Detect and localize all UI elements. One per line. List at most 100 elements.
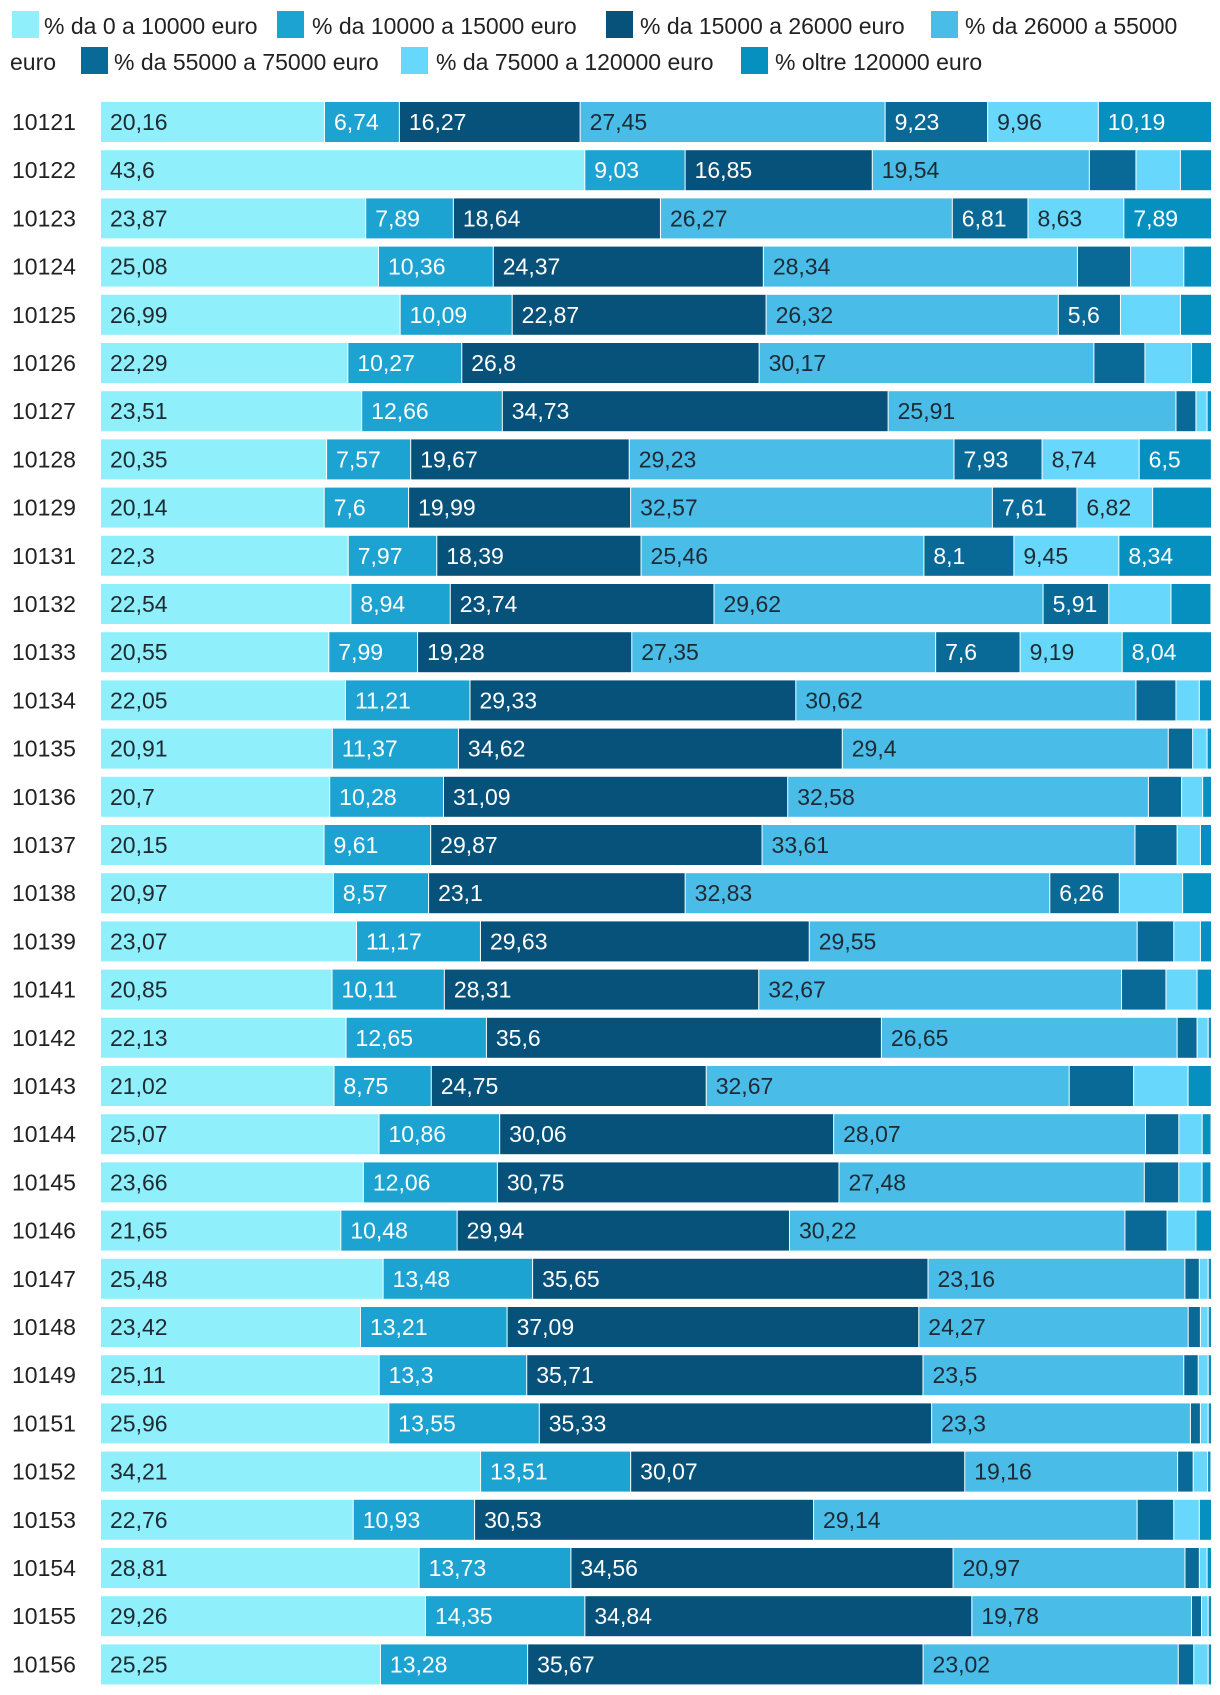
data-label: 19,54 xyxy=(882,157,940,183)
bar-segment xyxy=(533,1258,928,1299)
bar-segment xyxy=(101,1258,383,1299)
data-label: 43,6 xyxy=(110,157,155,183)
data-label: 34,62 xyxy=(468,736,526,762)
bar-segment xyxy=(101,1403,389,1444)
bar-segment xyxy=(379,1114,500,1155)
data-label: 23,5 xyxy=(932,1362,977,1388)
legend-swatch-pct-da-0-a-10000-euro xyxy=(12,11,39,38)
bar-segment xyxy=(502,391,888,432)
data-label: 22,13 xyxy=(110,1025,168,1051)
category-label: 10139 xyxy=(12,928,76,954)
bar-segment xyxy=(1176,391,1196,432)
bar-segment xyxy=(101,343,348,383)
bar-segment xyxy=(486,1017,881,1058)
data-label: 20,97 xyxy=(110,880,168,906)
bar-segment xyxy=(101,825,324,865)
bar-segment xyxy=(1208,1017,1211,1058)
bar-segment xyxy=(1184,246,1211,287)
bar-segment xyxy=(1199,680,1211,721)
bar-segment xyxy=(1200,825,1211,865)
data-label: 29,63 xyxy=(490,928,548,954)
bar-segment xyxy=(360,1307,507,1347)
legend-swatch-pct-da-55000-a-75000-euro xyxy=(81,47,108,74)
bar-segment xyxy=(101,1644,380,1685)
category-label: 10131 xyxy=(12,543,76,569)
bar-row-10149: 10149 25,11 13,3 35,71 23,5 xyxy=(12,1355,1211,1396)
bar-segment xyxy=(101,246,378,287)
bar-segment xyxy=(480,921,809,962)
bar-segment xyxy=(919,1307,1188,1347)
data-label: 29,62 xyxy=(723,591,781,617)
data-label: 13,55 xyxy=(398,1410,456,1436)
data-label: 33,61 xyxy=(772,832,830,858)
data-label: 18,39 xyxy=(446,543,504,569)
bar-segment xyxy=(1185,1258,1199,1299)
data-label: 20,14 xyxy=(110,495,168,521)
data-label: 29,26 xyxy=(110,1603,168,1629)
category-label: 10142 xyxy=(12,1025,76,1051)
bar-segment xyxy=(101,584,351,624)
legend-swatch-pct-da-15000-a-26000-euro xyxy=(606,11,633,38)
bar-row-10148: 10148 23,42 13,21 37,09 24,27 xyxy=(12,1307,1211,1347)
bar-segment xyxy=(425,1596,585,1637)
data-label: 8,63 xyxy=(1037,205,1082,231)
data-label: 9,03 xyxy=(594,157,639,183)
bar-segment xyxy=(500,1114,834,1155)
bar-segment xyxy=(1183,873,1211,914)
data-label: 23,3 xyxy=(941,1410,986,1436)
bar-segment xyxy=(362,391,502,432)
bar-row-10144: 10144 25,07 10,86 30,06 28,07 xyxy=(12,1114,1211,1155)
bar-segment xyxy=(759,969,1122,1010)
bar-segment xyxy=(685,873,1050,914)
data-label: 20,15 xyxy=(110,832,168,858)
bar-segment xyxy=(101,1066,334,1106)
data-label: 24,75 xyxy=(441,1073,499,1099)
bar-segment xyxy=(814,1499,1137,1540)
bar-segment xyxy=(1120,294,1180,335)
bar-row-10156: 10156 25,25 13,28 35,67 23,02 xyxy=(12,1644,1211,1685)
bar-segment xyxy=(348,535,437,576)
data-label: 35,65 xyxy=(542,1266,600,1292)
bar-segment xyxy=(1199,1499,1211,1540)
bar-segment xyxy=(1122,632,1211,673)
data-label: 25,11 xyxy=(110,1362,166,1388)
bar-segment xyxy=(1190,1403,1200,1444)
data-label: 12,06 xyxy=(373,1169,431,1195)
data-label: 25,25 xyxy=(110,1651,168,1677)
category-label: 10121 xyxy=(12,109,76,135)
bar-segment xyxy=(101,198,366,239)
category-label: 10147 xyxy=(12,1266,76,1292)
bar-segment xyxy=(789,1210,1125,1251)
bar-segment xyxy=(475,1499,814,1540)
category-label: 10126 xyxy=(12,350,76,376)
bar-segment xyxy=(1069,1066,1134,1106)
category-label: 10129 xyxy=(12,495,76,521)
bar-segment xyxy=(1197,969,1211,1010)
bar-segment xyxy=(444,969,759,1010)
bar-segment xyxy=(378,246,493,287)
bar-segment xyxy=(988,102,1098,142)
bar-segment xyxy=(330,776,443,817)
data-label: 32,67 xyxy=(768,977,826,1003)
data-label: 21,02 xyxy=(110,1073,168,1099)
data-label: 8,34 xyxy=(1128,543,1173,569)
data-label: 14,35 xyxy=(435,1603,493,1629)
data-label: 9,45 xyxy=(1023,543,1068,569)
bar-segment xyxy=(101,1162,363,1203)
data-label: 26,99 xyxy=(110,302,168,328)
bar-segment xyxy=(1207,728,1211,769)
bar-row-10127: 10127 23,51 12,66 34,73 25,91 xyxy=(12,391,1211,432)
bar-segment xyxy=(1208,1258,1211,1299)
data-label: 20,97 xyxy=(963,1555,1021,1581)
bar-segment xyxy=(809,921,1137,962)
bar-segment xyxy=(345,680,470,721)
category-label: 10137 xyxy=(12,832,76,858)
bar-segment xyxy=(380,1644,528,1685)
bar-segment xyxy=(453,198,660,239)
data-label: 8,74 xyxy=(1052,446,1097,472)
bar-segment xyxy=(457,1210,789,1251)
bar-segment xyxy=(481,1451,631,1492)
data-label: 7,89 xyxy=(375,205,420,231)
data-label: 26,65 xyxy=(891,1025,949,1051)
bar-segment xyxy=(1200,921,1211,962)
